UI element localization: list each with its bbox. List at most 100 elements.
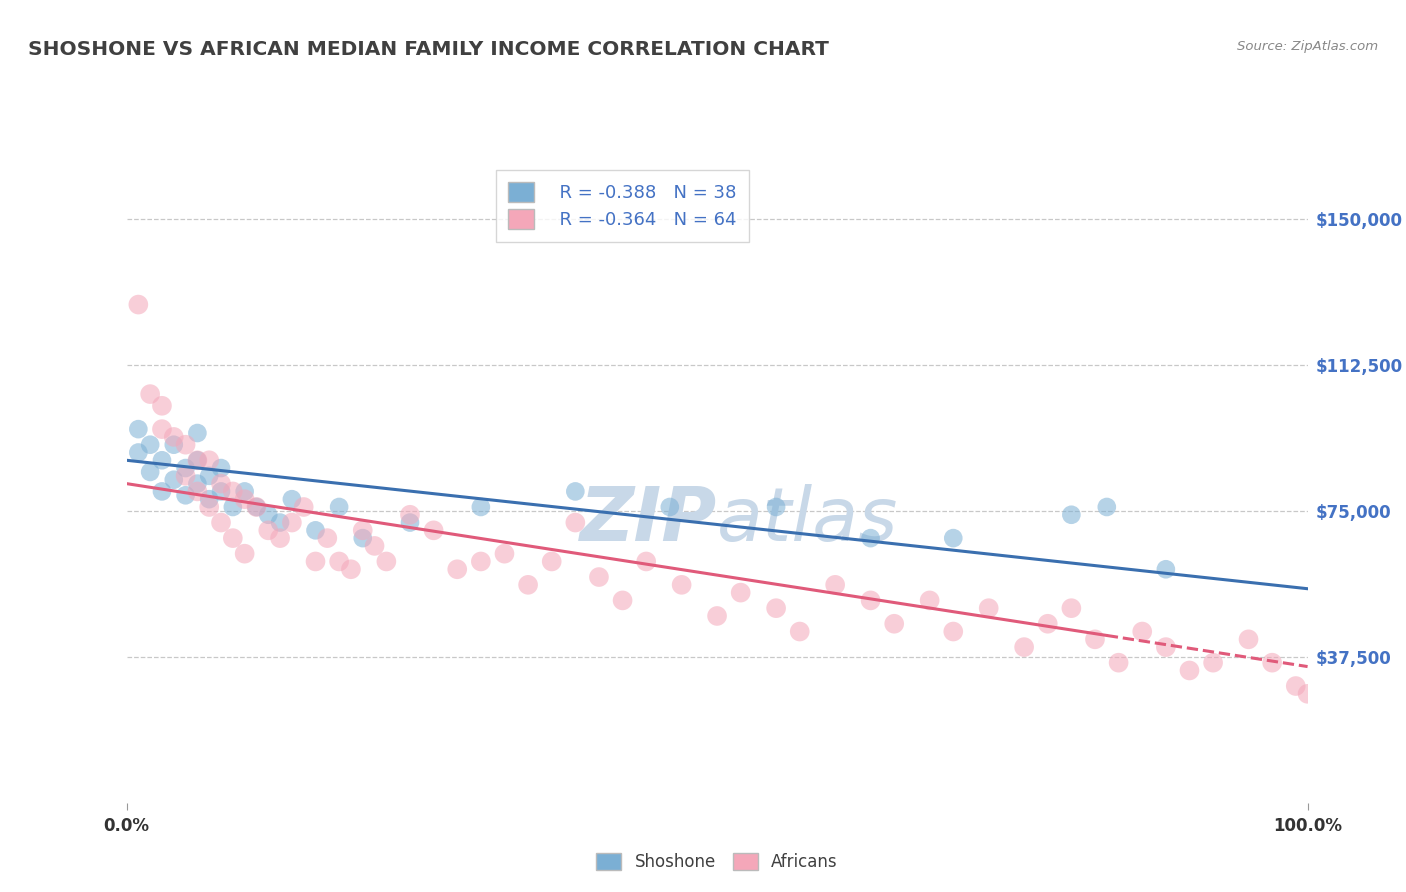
Point — [1154, 562, 1177, 576]
Point — [789, 624, 811, 639]
Point — [765, 500, 787, 514]
Point — [127, 297, 149, 311]
Point — [1261, 656, 1284, 670]
Point — [446, 562, 468, 576]
Point — [588, 570, 610, 584]
Text: atlas: atlas — [717, 484, 898, 557]
Point — [139, 465, 162, 479]
Point — [198, 453, 221, 467]
Point — [233, 547, 256, 561]
Point — [316, 531, 339, 545]
Point — [222, 484, 245, 499]
Point — [1178, 664, 1201, 678]
Point — [470, 500, 492, 514]
Point — [1060, 601, 1083, 615]
Point — [198, 468, 221, 483]
Point — [281, 516, 304, 530]
Point — [139, 438, 162, 452]
Point — [150, 422, 173, 436]
Point — [174, 438, 197, 452]
Point — [174, 488, 197, 502]
Point — [1130, 624, 1153, 639]
Point — [1060, 508, 1083, 522]
Point — [1095, 500, 1118, 514]
Point — [1084, 632, 1107, 647]
Point — [859, 531, 882, 545]
Point — [186, 484, 208, 499]
Point — [328, 554, 350, 568]
Point — [1036, 616, 1059, 631]
Point — [257, 508, 280, 522]
Point — [422, 524, 444, 538]
Point — [245, 500, 267, 514]
Point — [399, 516, 422, 530]
Point — [174, 468, 197, 483]
Point — [186, 476, 208, 491]
Point — [375, 554, 398, 568]
Point — [209, 476, 232, 491]
Point — [977, 601, 1000, 615]
Point — [163, 438, 186, 452]
Point — [245, 500, 267, 514]
Point — [564, 484, 586, 499]
Point — [209, 461, 232, 475]
Point — [1202, 656, 1225, 670]
Point — [1108, 656, 1130, 670]
Point — [328, 500, 350, 514]
Point — [198, 500, 221, 514]
Point — [918, 593, 941, 607]
Point — [883, 616, 905, 631]
Text: SHOSHONE VS AFRICAN MEDIAN FAMILY INCOME CORRELATION CHART: SHOSHONE VS AFRICAN MEDIAN FAMILY INCOME… — [28, 40, 830, 59]
Point — [494, 547, 516, 561]
Point — [209, 484, 232, 499]
Point — [163, 430, 186, 444]
Point — [824, 578, 846, 592]
Point — [706, 609, 728, 624]
Point — [163, 473, 186, 487]
Point — [174, 461, 197, 475]
Point — [636, 554, 658, 568]
Point — [292, 500, 315, 514]
Point — [540, 554, 562, 568]
Point — [1237, 632, 1260, 647]
Point — [222, 500, 245, 514]
Point — [363, 539, 385, 553]
Point — [304, 554, 326, 568]
Point — [352, 524, 374, 538]
Point — [1296, 687, 1319, 701]
Point — [209, 516, 232, 530]
Point — [198, 492, 221, 507]
Point — [352, 531, 374, 545]
Point — [859, 593, 882, 607]
Point — [1012, 640, 1035, 654]
Point — [186, 453, 208, 467]
Point — [127, 422, 149, 436]
Point — [269, 516, 291, 530]
Point — [139, 387, 162, 401]
Point — [1285, 679, 1308, 693]
Point — [564, 516, 586, 530]
Point — [399, 508, 422, 522]
Point — [150, 399, 173, 413]
Point — [517, 578, 540, 592]
Point — [186, 425, 208, 440]
Point — [222, 531, 245, 545]
Text: Source: ZipAtlas.com: Source: ZipAtlas.com — [1237, 40, 1378, 54]
Point — [765, 601, 787, 615]
Point — [150, 484, 173, 499]
Point — [470, 554, 492, 568]
Point — [281, 492, 304, 507]
Point — [730, 585, 752, 599]
Legend: Shoshone, Africans: Shoshone, Africans — [589, 847, 845, 878]
Point — [304, 524, 326, 538]
Point — [150, 453, 173, 467]
Point — [127, 445, 149, 459]
Point — [612, 593, 634, 607]
Text: ZIP: ZIP — [579, 483, 717, 557]
Point — [186, 453, 208, 467]
Point — [942, 624, 965, 639]
Point — [269, 531, 291, 545]
Point — [658, 500, 681, 514]
Point — [233, 484, 256, 499]
Point — [671, 578, 693, 592]
